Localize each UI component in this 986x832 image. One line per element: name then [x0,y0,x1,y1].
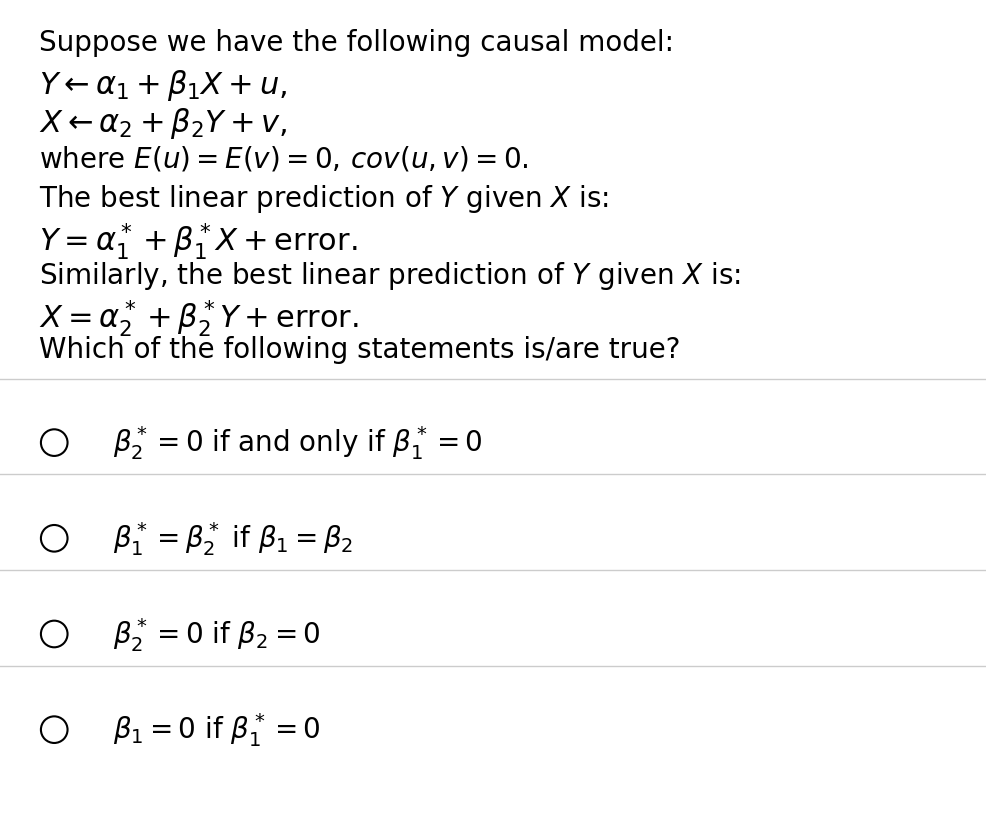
Text: $\beta_2^* = 0$ if and only if $\beta_1^* = 0$: $\beta_2^* = 0$ if and only if $\beta_1^… [113,424,483,463]
Text: $\beta_2^* = 0$ if $\beta_2 = 0$: $\beta_2^* = 0$ if $\beta_2 = 0$ [113,616,321,654]
Text: Suppose we have the following causal model:: Suppose we have the following causal mod… [39,29,674,57]
Text: $Y = \alpha_1^* + \beta_1^* X + \mathrm{error.}$: $Y = \alpha_1^* + \beta_1^* X + \mathrm{… [39,221,358,262]
Text: Similarly, the best linear prediction of $Y$ given $X$ is:: Similarly, the best linear prediction of… [39,260,741,291]
Text: $Y \leftarrow \alpha_1 + \beta_1 X + u,$: $Y \leftarrow \alpha_1 + \beta_1 X + u,$ [39,68,288,103]
Text: $\beta_1 = 0$ if $\beta_1^* = 0$: $\beta_1 = 0$ if $\beta_1^* = 0$ [113,711,321,750]
Text: where $E(u) = E(v) = 0,\, cov(u, v) = 0.$: where $E(u) = E(v) = 0,\, cov(u, v) = 0.… [39,145,529,174]
Text: $\beta_1^* = \beta_2^*$ if $\beta_1 = \beta_2$: $\beta_1^* = \beta_2^*$ if $\beta_1 = \b… [113,520,354,558]
Text: Which of the following statements is/are true?: Which of the following statements is/are… [39,336,681,364]
Text: $X = \alpha_2^* + \beta_2^* Y + \mathrm{error.}$: $X = \alpha_2^* + \beta_2^* Y + \mathrm{… [39,298,359,339]
Text: The best linear prediction of $Y$ given $X$ is:: The best linear prediction of $Y$ given … [39,183,609,215]
Text: $X \leftarrow \alpha_2 + \beta_2 Y + v,$: $X \leftarrow \alpha_2 + \beta_2 Y + v,$ [39,106,288,141]
